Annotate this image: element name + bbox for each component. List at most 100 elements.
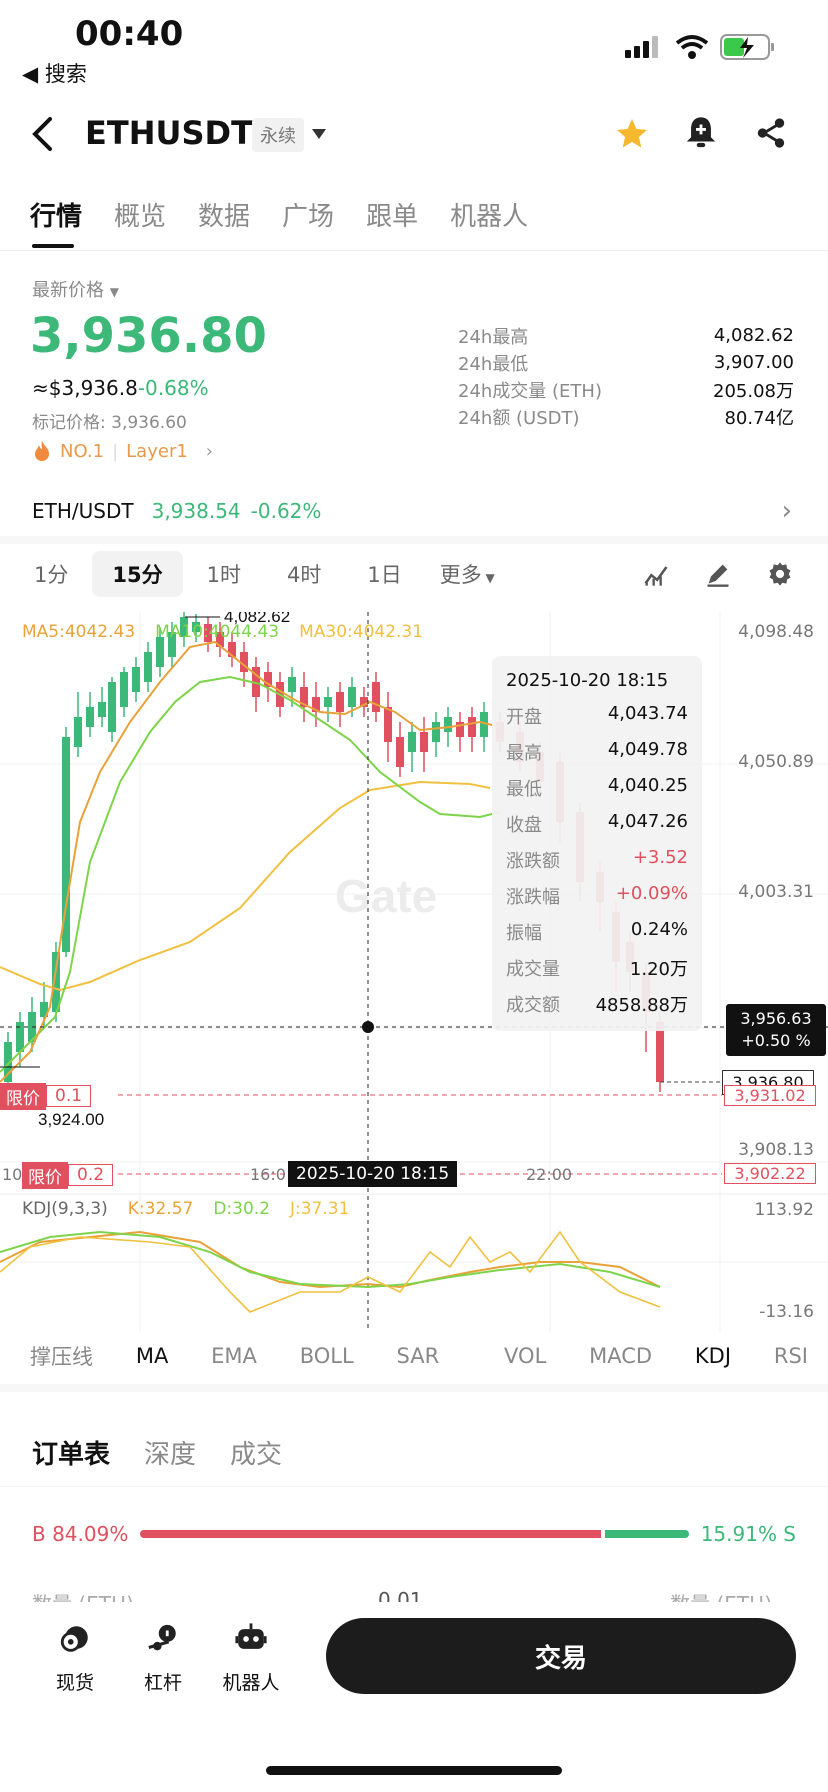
kdj-j-label: J:37.31 (290, 1199, 350, 1219)
timeframe-1d[interactable]: 1日 (367, 563, 402, 587)
candle-body (312, 697, 320, 712)
share-icon[interactable] (754, 116, 788, 150)
indicator-kdj[interactable]: KDJ (694, 1344, 732, 1368)
candle-body (420, 732, 428, 752)
tab-copy-trade[interactable]: 跟单 (366, 202, 419, 232)
timeframe-more-label: 更多 (439, 563, 482, 587)
limit-order-price-1: 3,931.02 (724, 1085, 816, 1106)
symbol-title[interactable]: ETHUSDT (85, 114, 253, 152)
candle-body (288, 677, 296, 692)
buy-ratio-fill (140, 1530, 602, 1538)
crosshair-time-tag: 2025-10-20 18:15 (288, 1161, 458, 1187)
indicator-ma[interactable]: MA (135, 1344, 169, 1368)
timeframe-1m[interactable]: 1分 (34, 563, 69, 587)
tooltip-row: 成交额 4858.88万 (506, 991, 688, 1017)
favorite-star-icon[interactable] (614, 116, 650, 152)
timeframe-4h[interactable]: 4时 (286, 563, 322, 587)
limit-order-price-2: 3,902.22 (724, 1163, 816, 1184)
section-gap (0, 1384, 828, 1392)
candle-body (324, 697, 332, 707)
tab-data[interactable]: 数据 (198, 202, 251, 232)
tooltip-label: 最低 (506, 779, 542, 800)
tab-overview[interactable]: 概览 (114, 202, 167, 232)
stat-label: 24h最高 (458, 326, 529, 348)
candle-body (252, 667, 260, 697)
candle-body (372, 682, 380, 712)
timeframe-more[interactable]: 更多 ▼ (434, 551, 501, 597)
candle-body (132, 667, 140, 692)
limit-order-tag-2[interactable]: 限价 0.2 (22, 1161, 114, 1189)
spot-reference-row[interactable]: ETH/USDT 3,938.54 -0.62% › (32, 496, 792, 526)
tags-row[interactable]: NO.1 | Layer1 › (32, 440, 213, 462)
indicator-selector: 撑压线 MA EMA BOLL SAR VOL MACD KDJ RSI (0, 1336, 828, 1376)
limit-order-qty: 0.1 (46, 1085, 92, 1107)
status-bar: 00:40 ◀ 搜索 (0, 0, 828, 90)
indicator-settings-icon[interactable] (642, 560, 670, 588)
candle-body (396, 737, 404, 767)
timeframe-1h[interactable]: 1时 (206, 563, 241, 587)
home-indicator (266, 1766, 562, 1775)
usd-price-row: ≈$3,936.8 -0.68% (32, 376, 209, 400)
spot-pair: ETH/USDT (32, 499, 134, 523)
indicator-support-resistance[interactable]: 撑压线 (30, 1345, 93, 1369)
spot-price: 3,938.54 (151, 499, 241, 523)
indicator-vol[interactable]: VOL (504, 1344, 547, 1368)
nav-leverage[interactable]: 杠杆 (138, 1622, 188, 1695)
orderbook-header-peek: 数量 (ETH) 0.01 数量 (ETH) (0, 1584, 828, 1602)
candle-body (360, 697, 368, 707)
tooltip-value: 4,043.74 (607, 703, 688, 724)
kline-svg[interactable]: Gate 4,082.62 3,924.00 (0, 612, 828, 1332)
chart-settings-gear-icon[interactable] (766, 560, 794, 588)
tooltip-value: 0.24% (630, 919, 688, 940)
candle-body (468, 717, 476, 737)
bottom-nav: 现货 杠杆 机器人 交易 (0, 1602, 828, 1792)
nav-bot-label: 机器人 (222, 1672, 280, 1694)
draw-tool-icon[interactable] (704, 560, 732, 588)
nav-bot[interactable]: 机器人 (218, 1622, 284, 1695)
indicator-ema[interactable]: EMA (211, 1344, 257, 1368)
candle-body (108, 682, 116, 732)
indicator-rsi[interactable]: RSI (773, 1344, 808, 1368)
candle-body (348, 687, 356, 707)
tooltip-value: 1.20万 (629, 959, 688, 980)
kdj-axis-label: -13.16 (759, 1302, 814, 1322)
sell-ratio-fill (605, 1530, 689, 1538)
limit-order-tag-1[interactable]: 限价 0.1 (0, 1082, 92, 1110)
contract-type-badge[interactable]: 永续 (252, 118, 304, 152)
indicator-macd[interactable]: MACD (589, 1344, 653, 1368)
tab-market[interactable]: 行情 (30, 202, 83, 232)
back-arrow-icon[interactable] (30, 116, 54, 152)
tab-order-book[interactable]: 订单表 (32, 1440, 111, 1470)
tab-bot[interactable]: 机器人 (450, 202, 529, 232)
tooltip-label: 收盘 (506, 815, 542, 836)
price-label-text: 最新价格 (32, 280, 104, 301)
candle-body (120, 672, 128, 707)
stat-value: 4,082.62 (713, 325, 794, 346)
tooltip-value: 4858.88万 (595, 995, 688, 1016)
spot-chevron-icon: › (781, 496, 792, 526)
tab-depth[interactable]: 深度 (144, 1440, 197, 1470)
mark-price: 标记价格: 3,936.60 (32, 413, 187, 433)
tab-trades[interactable]: 成交 (230, 1440, 283, 1470)
indicator-boll[interactable]: BOLL (299, 1344, 354, 1368)
timeframe-15m[interactable]: 15分 (92, 551, 183, 597)
header: ETHUSDT 永续 (0, 100, 828, 170)
indicator-sar[interactable]: SAR (396, 1344, 440, 1368)
tooltip-label: 涨跌幅 (506, 887, 560, 908)
crosshair-change: +0.50 % (741, 1031, 811, 1050)
symbol-dropdown-icon[interactable] (311, 128, 327, 140)
orderbook-precision[interactable]: 0.01 (378, 1588, 423, 1602)
buy-sell-ratio: B 84.09% 15.91% S (32, 1522, 796, 1546)
ma-legend: MA5:4042.43 MA10:4044.43 MA30:4042.31 (22, 622, 423, 642)
tab-square[interactable]: 广场 (282, 202, 335, 232)
back-to-app-link[interactable]: ◀ 搜索 (22, 62, 87, 86)
price-alert-bell-icon[interactable] (684, 114, 718, 152)
trade-button[interactable]: 交易 (326, 1618, 796, 1694)
robot-icon (235, 1623, 267, 1649)
candle-body (4, 1042, 12, 1082)
price-label[interactable]: 最新价格 ▼ (32, 276, 119, 302)
kline-chart[interactable]: Gate 4,082.62 3,924.00 MA5:4042.43 MA10:… (0, 612, 828, 1332)
price-axis-label: 4,003.31 (738, 882, 814, 902)
nav-spot[interactable]: 现货 (50, 1622, 100, 1695)
main-tabs: 行情 概览 数据 广场 跟单 机器人 (30, 196, 528, 233)
